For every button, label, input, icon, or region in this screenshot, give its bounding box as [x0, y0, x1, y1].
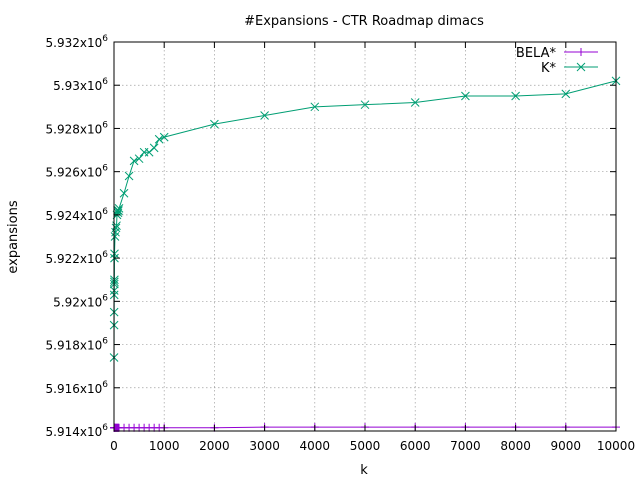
data-point — [410, 98, 420, 107]
legend: BELA*K* — [516, 46, 598, 76]
legend-entry: K* — [541, 61, 598, 76]
legend-label: BELA* — [516, 46, 557, 61]
y-tick-label: 5.924x106 — [46, 207, 109, 223]
chart-title: #Expansions - CTR Roadmap dimacs — [244, 14, 484, 29]
y-tick-label: 5.916x106 — [46, 380, 109, 396]
x-tick-label: 2000 — [199, 439, 230, 453]
y-tick-label: 5.922x106 — [46, 250, 109, 266]
x-tick-label: 10000 — [597, 439, 635, 453]
legend-marker — [577, 48, 585, 56]
legend-label: K* — [541, 61, 557, 76]
tick-labels: 0 1000 2000 3000 4000 5000 6000 7000 8000 9000 100… — [46, 34, 636, 453]
data-point — [561, 89, 571, 99]
data-point — [114, 206, 123, 215]
data-point — [260, 111, 269, 120]
legend-marker — [576, 62, 586, 72]
data-point — [129, 156, 139, 166]
x-tick-label: 8000 — [500, 439, 531, 453]
x-tick-label: 5000 — [350, 439, 381, 453]
data-point — [119, 188, 129, 198]
data-point — [511, 91, 520, 101]
plot-frame — [113, 41, 617, 432]
axis-ticks — [113, 41, 617, 432]
data-point — [461, 91, 470, 101]
data-point — [110, 249, 119, 259]
y-tick-label: 5.918x106 — [46, 337, 109, 353]
x-tick-label: 7000 — [450, 439, 481, 453]
data-point — [159, 132, 169, 142]
data-point — [114, 204, 124, 213]
y-tick-label: 5.914x106 — [46, 423, 109, 439]
x-tick-label: 4000 — [300, 439, 331, 453]
y-tick-label: 5.932x106 — [46, 34, 109, 50]
grid-lines — [114, 42, 616, 431]
x-tick-label: 0 — [110, 439, 118, 453]
data-point — [210, 119, 219, 129]
x-axis-title: k — [360, 463, 368, 478]
data-point — [310, 102, 320, 112]
data-point — [134, 154, 144, 164]
data-point — [124, 171, 134, 181]
y-tick-label: 5.928x106 — [46, 120, 109, 136]
legend-entry: BELA* — [516, 46, 598, 61]
x-tick-label: 6000 — [400, 439, 431, 453]
data-point — [149, 143, 159, 153]
y-tick-label: 5.92x106 — [53, 293, 108, 309]
x-tick-label: 1000 — [149, 439, 180, 453]
data-point — [111, 223, 121, 233]
y-axis-title: expansions — [6, 200, 21, 273]
y-tick-label: 5.926x106 — [46, 164, 109, 180]
x-tick-label: 9000 — [551, 439, 582, 453]
data-point — [360, 100, 370, 110]
y-tick-label: 5.93x106 — [53, 77, 108, 93]
x-tick-label: 3000 — [249, 439, 280, 453]
data-point — [154, 134, 164, 144]
